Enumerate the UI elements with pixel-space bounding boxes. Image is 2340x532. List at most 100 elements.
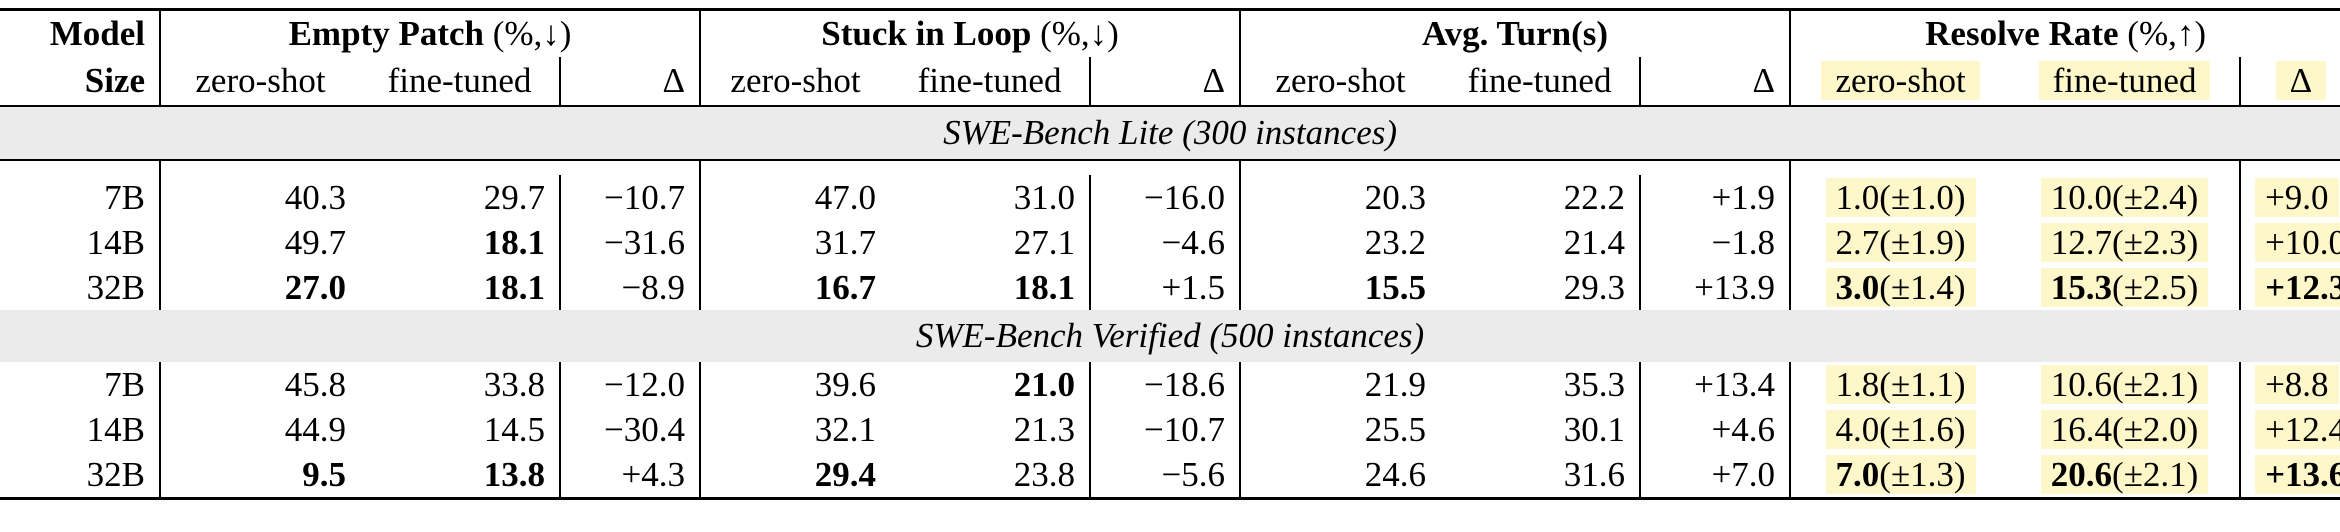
section-header-row: SWE-Bench Lite (300 instances) [0,106,2340,160]
zero-shot-header: zero-shot [1790,57,2010,106]
value-cell: 20.3 [1364,177,1427,217]
resolve-delta-cell: +12.3 [2240,265,2340,310]
resolve-delta-cell: +9.0 [2240,175,2340,220]
spacer-cell [560,160,702,175]
delta-header: Δ [2240,57,2340,106]
value-cell: −10.7 [1090,407,1242,452]
value-cell: 16.7 [814,267,877,307]
value-cell: −12.0 [560,362,702,407]
model-size-cell: 7B [0,175,161,220]
resolve-zero-shot-cell: 3.0(±1.4) [1790,265,2010,310]
resolve-zero-shot-cell: 7.0(±1.3) [1790,452,2010,499]
spacer-cell [2010,160,2242,175]
value-cell: 18.1 [890,265,1092,310]
resolve-zero-shot-cell: 1.0(±1.0) [1790,175,2010,220]
value-cell: 45.8 [284,364,346,404]
value-cell: 9.5 [302,454,346,494]
value-cell: −30.4 [560,407,702,452]
value-cell: −31.6 [560,220,702,265]
resolve-delta-cell: +10.0 [2240,220,2340,265]
group-header-avg-turns: Avg. Turn(s) [1240,9,1792,57]
spacer-cell [1790,160,2010,175]
resolve-fine-tuned-cell: 16.4(±2.0) [2010,407,2242,452]
model-header: Model [0,9,161,57]
value-cell: 40.3 [284,177,346,217]
value-cell: 31.7 [814,222,877,262]
spacer-cell [1090,160,1242,175]
value-cell: 39.6 [814,364,877,404]
value-cell: 21.9 [1364,364,1427,404]
value-cell: 33.8 [360,362,561,407]
zero-shot-header: zero-shot [195,61,326,100]
value-cell: −16.0 [1090,175,1242,220]
value-cell: 24.6 [1364,454,1427,494]
value-cell: 22.2 [1440,175,1642,220]
value-cell: 29.4 [814,454,877,494]
fine-tuned-header: fine-tuned [890,57,1092,106]
resolve-fine-tuned-cell: 10.6(±2.1) [2010,362,2242,407]
table-header: Model Empty Patch (%,↓) Stuck in Loop (%… [0,9,2340,106]
delta-header: Δ [560,57,702,106]
group-header-resolve-rate: Resolve Rate (%,↑) [1925,14,2207,53]
model-size-cell: 14B [0,407,161,452]
value-cell: −18.6 [1090,362,1242,407]
value-cell: +4.3 [560,452,702,499]
section-title: SWE-Bench Verified (500 instances) [0,310,2340,362]
value-cell: 21.4 [1440,220,1642,265]
spacer-cell [700,160,890,175]
delta-header: Δ [1640,57,1792,106]
value-cell: −5.6 [1090,452,1242,499]
table-row: 14B 49.7 18.1 −31.6 31.7 27.1 −4.6 23.2 21.4 −1.8… [0,220,2340,265]
model-size-cell: 14B [0,220,161,265]
value-cell: 31.6 [1440,452,1642,499]
spacer-cell [360,160,560,175]
model-size-cell: 7B [0,362,161,407]
value-cell: 23.8 [890,452,1092,499]
resolve-fine-tuned-cell: 20.6(±2.1) [2010,452,2242,499]
delta-header: Δ [1090,57,1242,106]
size-header: Size [0,57,161,106]
spacer-cell [1240,160,1440,175]
value-cell: 29.7 [360,175,561,220]
value-cell: 27.0 [284,267,346,307]
table-row: 32B 27.0 18.1 −8.9 16.7 18.1 +1.5 15.5 29.3 +13.9… [0,265,2340,310]
value-cell: 30.1 [1440,407,1642,452]
spacer-cell [1640,160,1792,175]
model-size-cell: 32B [0,452,161,499]
value-cell: +1.5 [1090,265,1242,310]
spacer-cell [890,160,1090,175]
value-cell: −8.9 [560,265,702,310]
resolve-zero-shot-cell: 2.7(±1.9) [1790,220,2010,265]
fine-tuned-header: fine-tuned [360,57,561,106]
value-cell: 32.1 [814,409,877,449]
spacer-cell [0,160,161,175]
value-cell: −4.6 [1090,220,1242,265]
value-cell: −10.7 [560,175,702,220]
spacer-cell [1440,160,1640,175]
resolve-zero-shot-cell: 1.8(±1.1) [1790,362,2010,407]
value-cell: 49.7 [284,222,346,262]
value-cell: 18.1 [360,265,561,310]
value-cell: +13.9 [1640,265,1792,310]
resolve-fine-tuned-cell: 12.7(±2.3) [2010,220,2242,265]
model-size-cell: 32B [0,265,161,310]
value-cell: 44.9 [284,409,346,449]
value-cell: 18.1 [360,220,561,265]
value-cell: 35.3 [1440,362,1642,407]
results-table: Model Empty Patch (%,↓) Stuck in Loop (%… [0,8,2340,500]
resolve-delta-cell: +13.6 [2240,452,2340,499]
value-cell: −1.8 [1640,220,1792,265]
value-cell: 27.1 [890,220,1092,265]
value-cell: 21.3 [890,407,1092,452]
value-cell: 13.8 [360,452,561,499]
value-cell: +13.4 [1640,362,1792,407]
resolve-delta-cell: +8.8 [2240,362,2340,407]
table-row: 7B 40.3 29.7 −10.7 47.0 31.0 −16.0 20.3 22.2 +1.9… [0,175,2340,220]
value-cell: 25.5 [1364,409,1427,449]
fine-tuned-header: fine-tuned [1440,57,1642,106]
fine-tuned-header: fine-tuned [2010,57,2242,106]
spacer-cell [2240,160,2340,175]
table-row: 14B 44.9 14.5 −30.4 32.1 21.3 −10.7 25.5 30.1 +4.… [0,407,2340,452]
